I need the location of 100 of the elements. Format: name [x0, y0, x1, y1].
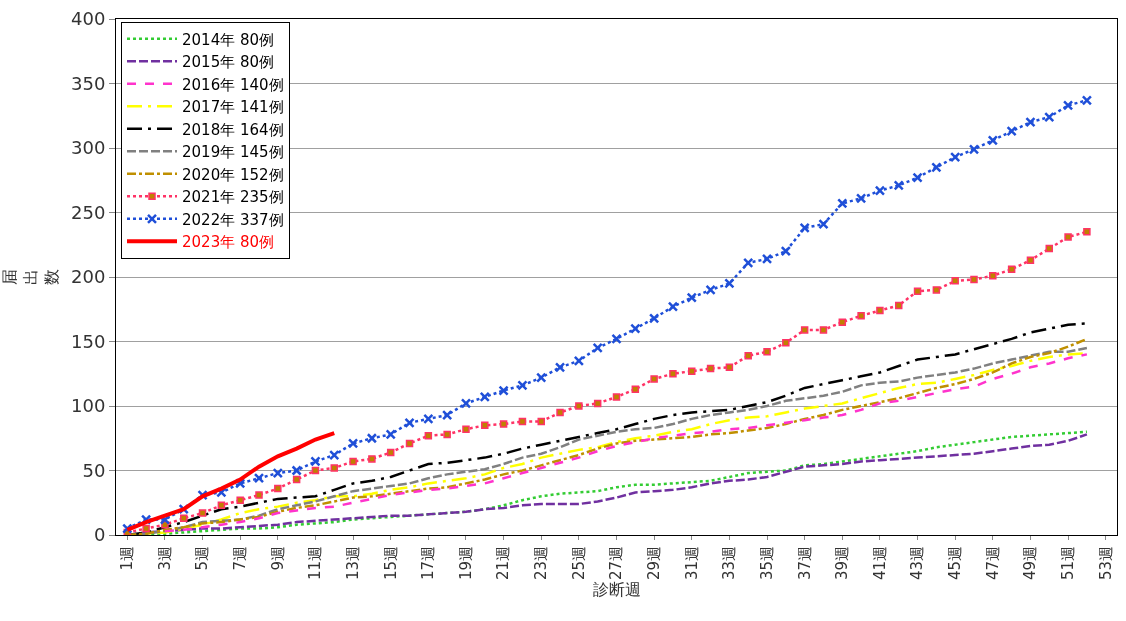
- x-tick-label: 53週: [1096, 546, 1115, 581]
- point: [949, 151, 961, 163]
- point: [968, 144, 980, 155]
- legend-label: 2022年 337例: [182, 210, 284, 229]
- point: [800, 326, 809, 334]
- point: [744, 351, 752, 360]
- point: [838, 318, 847, 326]
- x-tick-label: 35週: [757, 546, 776, 581]
- legend-label: 2019年 145例: [182, 143, 284, 162]
- point: [1083, 228, 1091, 236]
- point: [742, 257, 754, 269]
- point: [441, 409, 453, 421]
- legend-label: 2015年 80例: [182, 53, 275, 72]
- x-axis-title: 診断週: [592, 580, 641, 600]
- point: [725, 363, 734, 372]
- point: [517, 380, 528, 391]
- point: [593, 399, 602, 408]
- point: [1062, 100, 1074, 111]
- y-tick-label: 50: [82, 459, 106, 481]
- point: [1025, 116, 1036, 128]
- y-tick-label: 300: [71, 137, 106, 159]
- point: [386, 448, 395, 457]
- point: [368, 455, 376, 463]
- point: [291, 465, 302, 476]
- point: [631, 385, 640, 393]
- legend-label: 2020年 152例: [182, 165, 284, 184]
- point: [462, 425, 470, 433]
- x-tick-label: 31週: [682, 546, 701, 581]
- legend-label: 2016年 140例: [182, 75, 284, 94]
- x-tick-label: 25週: [569, 546, 588, 581]
- point: [763, 348, 771, 356]
- point: [669, 370, 677, 378]
- legend-label: 2014年 80例: [182, 30, 275, 49]
- x-tick-label: 15週: [381, 546, 400, 581]
- point: [292, 475, 301, 484]
- point: [893, 180, 904, 191]
- point: [780, 245, 792, 257]
- point: [648, 313, 660, 324]
- x-tick-label: 47週: [983, 546, 1002, 581]
- point: [592, 342, 603, 354]
- point: [349, 457, 357, 466]
- point: [554, 362, 566, 373]
- point: [857, 311, 865, 320]
- point: [686, 292, 698, 303]
- point: [236, 496, 244, 504]
- point: [405, 439, 414, 448]
- x-tick-label: 17週: [419, 546, 438, 581]
- x-tick-label: 11週: [306, 546, 325, 581]
- x-tick-label: 13週: [343, 546, 362, 581]
- y-tick-label: 200: [71, 266, 106, 288]
- point: [876, 306, 884, 315]
- x-tick-label: 1週: [118, 546, 137, 571]
- point: [630, 323, 641, 334]
- point: [799, 222, 810, 234]
- point: [912, 172, 923, 183]
- y-tick-label: 350: [71, 72, 106, 94]
- point: [611, 333, 622, 345]
- point: [819, 326, 828, 334]
- y-tick-label: 100: [71, 395, 106, 417]
- x-tick-label: 45週: [946, 546, 965, 581]
- x-tick-label: 49週: [1021, 546, 1040, 581]
- point: [535, 372, 547, 383]
- legend-label: 2021年 235例: [182, 188, 284, 207]
- point: [874, 185, 886, 196]
- y-axis-title: 届出数: [0, 269, 61, 285]
- point: [970, 275, 978, 284]
- point: [894, 301, 903, 310]
- point: [931, 162, 942, 173]
- point: [667, 301, 679, 312]
- point: [724, 278, 735, 289]
- point: [1064, 233, 1072, 241]
- point: [688, 367, 696, 375]
- point: [612, 393, 621, 401]
- point: [443, 430, 451, 439]
- point: [423, 413, 434, 425]
- y-tick-label: 250: [71, 201, 106, 223]
- point: [274, 484, 282, 493]
- y-tick-label: 400: [71, 8, 106, 30]
- point: [1006, 125, 1017, 137]
- point: [987, 135, 999, 146]
- point: [499, 420, 508, 428]
- point: [255, 491, 263, 499]
- x-tick-label: 41週: [870, 546, 889, 581]
- point: [329, 449, 340, 461]
- point: [951, 277, 959, 285]
- x-tick-label: 39週: [833, 546, 852, 581]
- x-tick-label: 5週: [193, 546, 212, 571]
- point: [989, 271, 997, 280]
- point: [385, 429, 396, 440]
- legend-label: 2023年 80例: [182, 233, 275, 252]
- x-tick-label: 3週: [155, 546, 174, 571]
- point: [366, 433, 378, 444]
- point: [479, 391, 491, 403]
- point: [782, 339, 790, 347]
- x-tick-label: 43週: [908, 546, 927, 581]
- point: [932, 286, 941, 294]
- point: [556, 408, 564, 417]
- x-tick-label: 29週: [645, 546, 664, 581]
- x-tick-label: 9週: [268, 546, 287, 571]
- point: [537, 417, 545, 426]
